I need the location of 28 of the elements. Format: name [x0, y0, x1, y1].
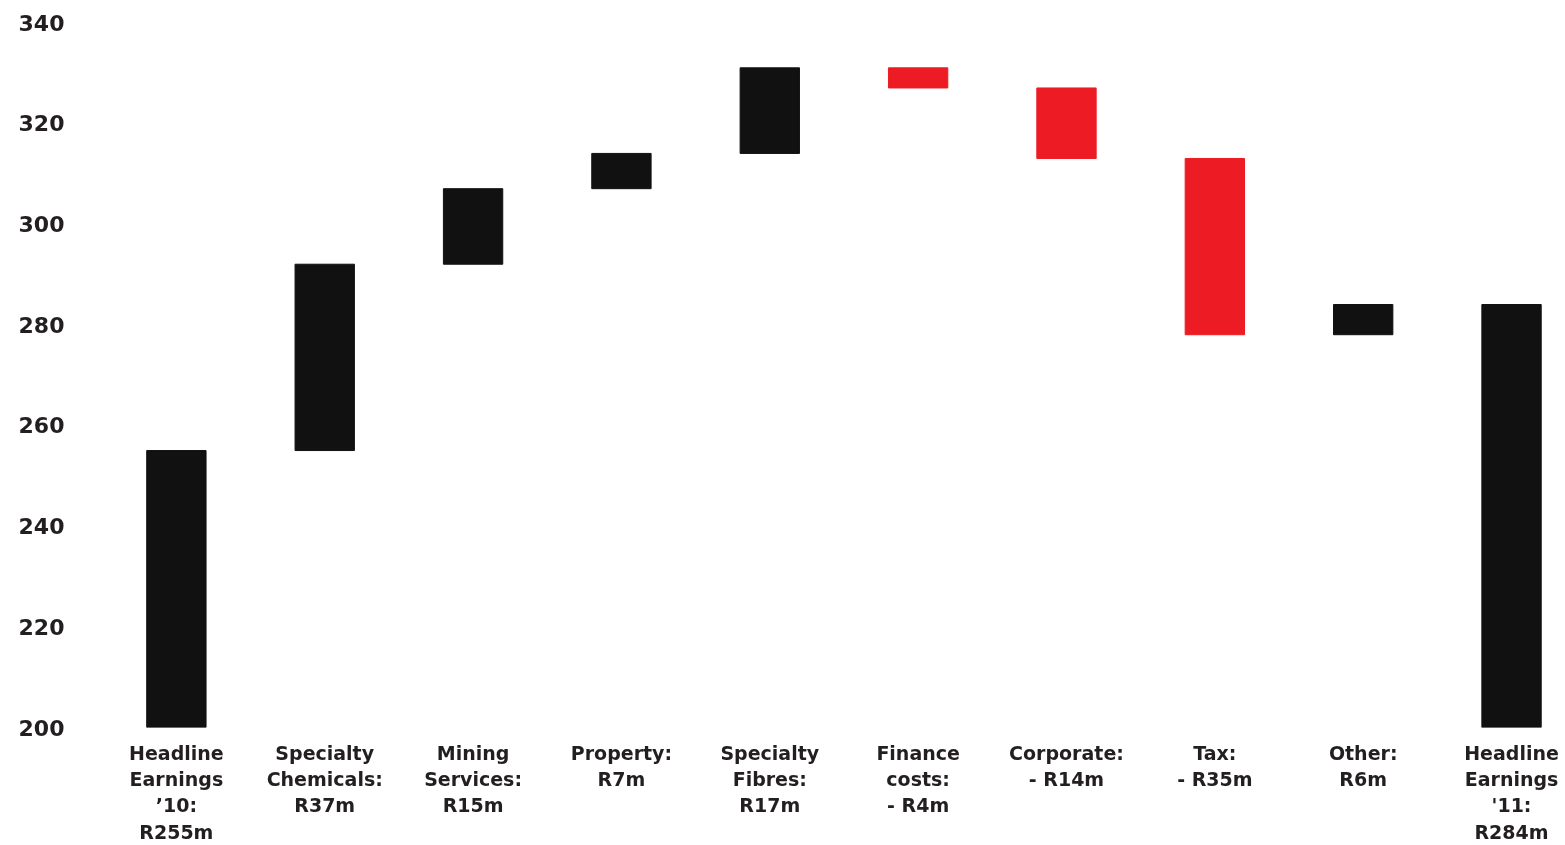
bar [1481, 304, 1542, 728]
bar [146, 450, 207, 728]
bar [887, 67, 949, 89]
y-tick-label: 200 [18, 715, 65, 741]
bar [294, 263, 355, 452]
x-tick-label: Headline Earnings ’10: R255m [129, 741, 224, 843]
x-tick-label: Specialty Chemicals: R37m [266, 741, 383, 817]
bar [442, 188, 504, 265]
x-tick-label: Specialty Fibres: R17m [720, 741, 820, 817]
x-tick-label: Other: R6m [1328, 741, 1398, 790]
y-tick-label: 280 [18, 312, 65, 338]
bar [739, 67, 800, 154]
y-tick-label: 240 [18, 514, 65, 540]
x-tick-label: Corporate: - R14m [1009, 741, 1124, 790]
bar [591, 152, 652, 190]
y-tick-label: 320 [18, 111, 65, 137]
x-tick-label: Finance costs: - R4m [876, 741, 960, 817]
x-tick-label: Mining Services: R15m [424, 741, 523, 817]
x-tick-label: Property: R7m [570, 741, 673, 790]
bar [1184, 157, 1246, 336]
y-tick-label: 300 [18, 211, 65, 237]
x-tick-label: Tax: - R35m [1177, 741, 1253, 790]
bar [1036, 87, 1097, 159]
y-tick-label: 260 [18, 413, 65, 439]
x-tick-label: Headline Earnings '11: R284m [1464, 741, 1559, 843]
y-tick-label: 340 [18, 10, 65, 36]
y-tick-label: 220 [18, 614, 65, 640]
bar [1333, 304, 1394, 336]
